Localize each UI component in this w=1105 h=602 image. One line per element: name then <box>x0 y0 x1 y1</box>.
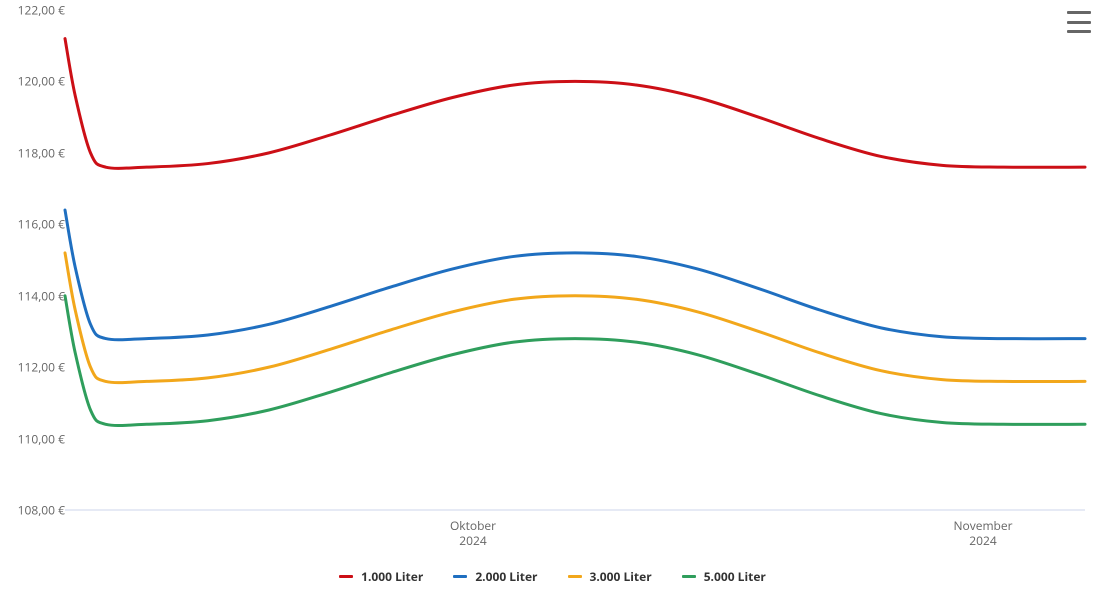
price-line-chart: 1.000 Liter 2.000 Liter 3.000 Liter 5.000 L… <box>0 0 1105 602</box>
y-axis-tick-label: 110,00 € <box>5 430 65 447</box>
y-axis-tick-label: 118,00 € <box>5 144 65 161</box>
legend-label: 3.000 Liter <box>590 568 652 585</box>
legend-item[interactable]: 3.000 Liter <box>568 568 652 585</box>
legend-swatch <box>453 575 467 578</box>
chart-legend: 1.000 Liter 2.000 Liter 3.000 Liter 5.000 L… <box>0 568 1105 585</box>
series-line <box>65 253 1085 383</box>
x-axis-tick-label: Oktober2024 <box>450 518 496 548</box>
legend-label: 1.000 Liter <box>361 568 423 585</box>
legend-label: 2.000 Liter <box>475 568 537 585</box>
legend-swatch <box>339 575 353 578</box>
legend-item[interactable]: 5.000 Liter <box>682 568 766 585</box>
series-line <box>65 39 1085 169</box>
y-axis-tick-label: 116,00 € <box>5 216 65 233</box>
series-line <box>65 296 1085 426</box>
y-axis-tick-label: 112,00 € <box>5 359 65 376</box>
y-axis-tick-label: 114,00 € <box>5 287 65 304</box>
legend-item[interactable]: 1.000 Liter <box>339 568 423 585</box>
legend-swatch <box>682 575 696 578</box>
x-axis-tick-label: November2024 <box>953 518 1012 548</box>
y-axis-tick-label: 120,00 € <box>5 73 65 90</box>
y-axis-tick-label: 108,00 € <box>5 502 65 519</box>
legend-item[interactable]: 2.000 Liter <box>453 568 537 585</box>
legend-swatch <box>568 575 582 578</box>
chart-plot-svg <box>0 0 1105 602</box>
series-line <box>65 210 1085 340</box>
y-axis-tick-label: 122,00 € <box>5 2 65 19</box>
legend-label: 5.000 Liter <box>704 568 766 585</box>
